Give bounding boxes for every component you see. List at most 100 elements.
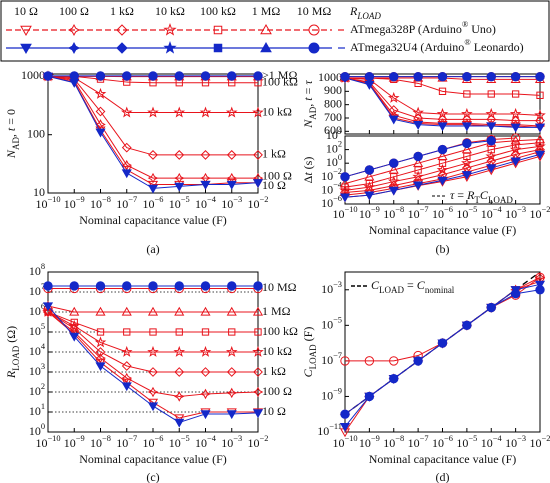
data-point <box>461 107 473 119</box>
x-tick-label-base: 10 <box>332 436 344 450</box>
data-point <box>225 106 238 118</box>
y-tick-label: 100 <box>27 126 45 140</box>
legend-load: 1 MΩ <box>252 4 281 18</box>
x-tick-label-base: 10 <box>248 436 260 450</box>
series-line <box>48 75 258 84</box>
y-tick-label: 100 <box>29 422 45 437</box>
data-point <box>121 361 132 371</box>
y-axis-label-part: N <box>301 119 315 129</box>
legend-marker <box>213 43 223 53</box>
y-tick-label: 10 <box>33 185 45 199</box>
data-point <box>173 391 185 402</box>
annotation: 10 MΩ <box>262 280 297 294</box>
annotation: 10 Ω <box>262 404 286 418</box>
x-axis-label-part: Nominal capacitance value (F) <box>79 452 227 466</box>
x-tick-label: 10−9 <box>359 205 380 220</box>
data-point <box>226 367 237 377</box>
data-point <box>340 409 350 419</box>
x-tick-label-exp: −10 <box>344 205 357 214</box>
x-tick-label-exp: −7 <box>128 434 137 443</box>
x-tick-label-exp: −9 <box>371 205 380 214</box>
data-point <box>364 391 375 402</box>
x-tick-label-base: 10 <box>505 436 517 450</box>
y-tick-label: 900 <box>324 83 342 97</box>
data-point <box>413 356 423 366</box>
y-tick-label-exp: 0 <box>41 422 45 431</box>
data-point <box>148 71 158 81</box>
x-axis-label: Nominal capacitance value (F) <box>79 452 227 466</box>
y-tick-label: 104 <box>29 342 46 357</box>
data-point <box>340 172 350 182</box>
data-point <box>534 109 546 121</box>
series-line <box>47 75 258 179</box>
x-tick-label: 10−8 <box>383 205 404 220</box>
data-point <box>461 171 472 180</box>
data-point <box>122 281 132 291</box>
x-tick-label-exp: −5 <box>181 195 190 204</box>
legend-header-part: R <box>349 4 358 18</box>
y-tick-label-exp: 8 <box>41 262 45 271</box>
data-point <box>200 150 211 160</box>
data-point <box>485 150 498 162</box>
x-tick-label-base: 10 <box>432 207 444 221</box>
x-tick-label-base: 10 <box>143 197 155 211</box>
data-point <box>252 179 264 188</box>
x-tick-label-exp: −5 <box>468 434 477 443</box>
y-axis-label-part: τ <box>301 80 315 85</box>
x-tick-label: 10−2 <box>530 434 550 449</box>
x-axis-label: Nominal capacitance value (F) <box>369 452 517 466</box>
data-point <box>120 345 133 357</box>
x-tick-label-exp: −2 <box>542 434 550 443</box>
data-point <box>228 328 236 336</box>
data-point <box>413 181 424 191</box>
x-tick-label: 10−10 <box>35 434 60 449</box>
data-point <box>535 285 545 295</box>
annotation: 100 kΩ <box>262 324 298 338</box>
legend-marker <box>260 41 272 53</box>
data-point <box>147 386 159 398</box>
x-tick-label: 10−7 <box>116 195 137 210</box>
panel-caption: (a) <box>146 242 159 256</box>
data-point <box>122 71 132 81</box>
data-point <box>147 402 159 412</box>
data-point <box>413 151 423 162</box>
data-point <box>148 150 158 160</box>
y-tick-label: 700 <box>324 110 342 124</box>
x-tick-label-exp: −5 <box>468 205 477 214</box>
x-tick-label-base: 10 <box>35 197 47 211</box>
y-tick-label-exp: −6 <box>333 194 342 203</box>
y-tick-label: 10−3 <box>321 280 342 295</box>
reference-legend-part: LOAD <box>379 285 404 295</box>
y-tick-label-exp: 7 <box>41 282 45 291</box>
data-point <box>534 123 546 133</box>
y-tick-label-base: 10 <box>321 182 333 196</box>
data-point <box>485 107 498 119</box>
x-tick-label-base: 10 <box>221 436 233 450</box>
data-point <box>463 90 471 98</box>
series-line <box>47 311 258 373</box>
y-tick-label: 107 <box>29 282 45 297</box>
data-point <box>339 422 351 432</box>
data-point <box>69 306 80 316</box>
data-point <box>412 106 424 118</box>
series-line <box>47 75 258 114</box>
data-point <box>225 345 238 357</box>
legend-marker <box>116 42 128 54</box>
data-point <box>436 107 449 119</box>
data-point <box>462 71 472 82</box>
y-axis-label-part: C <box>301 368 315 377</box>
x-tick-label-exp: −8 <box>395 205 404 214</box>
y-tick-label: 101 <box>29 402 45 417</box>
legend-marker <box>67 23 81 37</box>
annotation: 10 kΩ <box>262 344 292 358</box>
series-line <box>47 75 258 185</box>
data-point <box>149 328 157 336</box>
y-tick-label: 102 <box>29 382 45 397</box>
x-tick-label: 10−9 <box>64 195 85 210</box>
series-line <box>47 311 258 333</box>
data-point <box>147 306 159 316</box>
y-tick-label: 100 <box>326 154 342 169</box>
data-point <box>147 345 159 357</box>
data-point <box>252 409 264 419</box>
data-point <box>510 71 521 82</box>
